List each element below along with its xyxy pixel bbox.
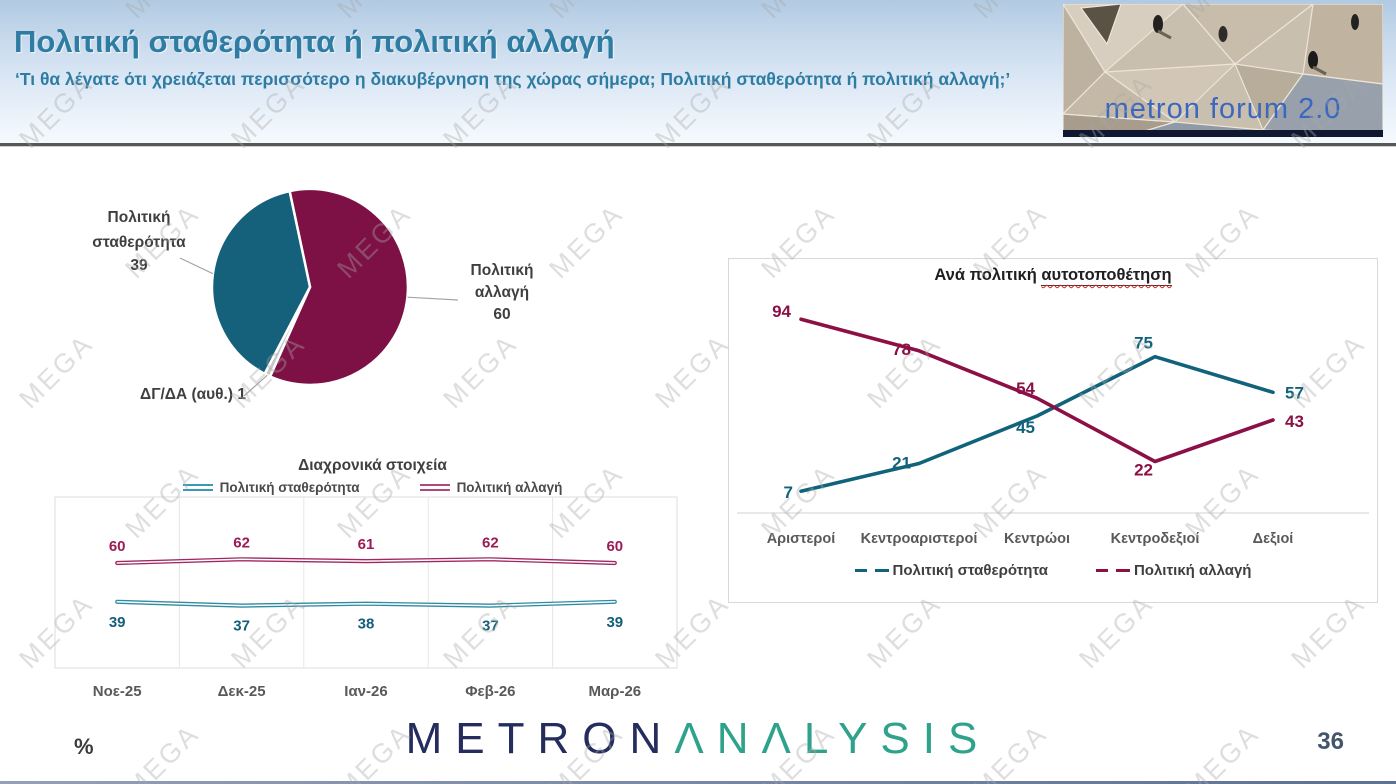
data-label: 45 [1016,418,1035,437]
pie-chart: Πολιτική αλλαγή 60 ΔΓ/ΔΑ (αυθ.) 1 Πολιτική στ… [60,160,680,452]
data-label: 21 [892,453,911,472]
data-label: 43 [1285,412,1304,431]
legend-item: Πολιτική αλλαγή [419,480,563,495]
legend-item: Πολιτική αλλαγή [1095,562,1252,579]
legend-item: Πολιτική σταθερότητα [182,480,360,495]
x-axis-label: Μαρ-26 [588,683,641,700]
page-title: Πολιτική σταθερότητα ή πολιτική αλλαγή [14,24,615,59]
series-line [799,317,1275,464]
pie-leader-line [243,374,268,397]
series-line-highlight [116,601,616,607]
data-label: 39 [109,614,126,631]
series-line [799,354,1275,493]
timeline-chart-title: Διαχρονικά στοιχεία [298,457,447,474]
metron-forum-logo-image: metron forum 2.0 [1061,1,1384,138]
legend-label: Πολιτική αλλαγή [1133,562,1252,579]
page-number: 36 [1317,728,1344,755]
legend-line-icon [419,484,450,491]
pie-leader-line [407,296,459,301]
pie-data-label: Πολιτική [108,209,171,226]
category-label: Κεντροαριστεροί [861,531,978,547]
data-label: 61 [358,536,375,553]
metron-forum-logo: metron forum 2.0 [1061,1,1384,138]
percent-label: % [74,734,94,759]
data-label: 22 [1134,461,1153,480]
pie-data-label: αλλαγή [475,284,529,301]
positioning-title-prefix: Ανά πολιτική [934,266,1042,284]
x-axis-label: Νοε-25 [93,683,142,700]
category-label: Δεξιοί [1253,531,1294,547]
legend-dash-icon [854,568,889,573]
positioning-title-underlined: αυτοτοποθέτηση [1041,266,1172,286]
plot-border [54,496,678,669]
data-label: 62 [482,534,499,551]
pie-chart-svg: Πολιτική αλλαγή 60 ΔΓ/ΔΑ (αυθ.) 1 Πολιτική στ… [92,187,534,403]
positioning-chart-svg: 7 21 45 75 57 94 78 54 22 43 Αριστεροί Κεντροαριστε… [737,302,1369,547]
category-label: Κεντρώοι [1004,531,1070,547]
pie-data-label: ΔΓ/ΔΑ (αυθ.) 1 [140,386,246,403]
legend-dash-icon [1095,568,1130,573]
x-axis-label: Ιαν-26 [344,683,387,700]
pie-leader-line [179,257,214,275]
pedestrian-figures-icon [1153,14,1359,76]
positioning-chart-title: Ανά πολιτική αυτοτοποθέτηση [729,266,1377,286]
data-label: 37 [482,618,499,635]
timeline-chart-svg: 39 37 38 37 39 60 62 61 62 60 Νοε-25 Δεκ-25 Ιαν-26 Φε… [54,496,678,700]
bottom-edge-strip [0,781,1396,784]
watermark-text: MEGA [1391,458,1396,545]
legend-label: Πολιτική σταθερότητα [219,480,360,495]
x-axis-label: Δεκ-25 [218,683,266,700]
category-label: Αριστεροί [767,531,836,547]
timeline-chart: 39 37 38 37 39 60 62 61 62 60 Νοε-25 Δεκ-25 Ιαν-26 Φε… [50,455,695,705]
pie-data-label: 39 [130,257,148,274]
logo-text: metron forum 2.0 [1105,93,1342,125]
brand-analysis-text: ΛNΛLYSIS [674,714,991,763]
timeline-legend: Πολιτική σταθερότητα Πολιτική αλλαγή [50,480,695,495]
pie-data-label: 60 [493,306,510,323]
watermark-text: MEGA [1391,198,1396,285]
positioning-chart: Ανά πολιτική αυτοτοποθέτηση 7 21 45 75 57 94 7… [728,258,1378,603]
pie-data-label: Πολιτική [471,262,534,279]
data-label: 39 [606,614,623,631]
legend-label: Πολιτική αλλαγή [456,480,563,495]
data-label: 75 [1134,334,1153,353]
positioning-legend: Πολιτική σταθερότητα Πολιτική αλλαγή [729,562,1377,579]
brand-metron-text: METRON [405,714,675,763]
data-label: 62 [233,534,250,551]
data-label: 57 [1285,383,1304,402]
metron-analysis-logo: METRONΛNΛLYSIS [0,714,1396,764]
x-axis-label: Φεβ-26 [465,683,515,700]
pie-slice [268,187,410,387]
series-line-highlight [116,558,616,564]
pie-data-label: σταθερότητα [92,234,186,251]
data-label: 94 [772,302,791,321]
data-label: 54 [1016,379,1035,398]
legend-item: Πολιτική σταθερότητα [854,562,1048,579]
category-label: Κεντροδεξιοί [1111,531,1200,547]
data-label: 7 [784,483,793,502]
legend-line-icon [182,484,213,491]
data-label: 60 [109,538,126,555]
header-divider [0,143,1396,147]
data-label: 38 [358,616,375,633]
data-label: 37 [233,618,250,635]
page-subtitle: ‘Τι θα λέγατε ότι χρειάζεται περισσότερο… [15,69,1011,89]
legend-label: Πολιτική σταθερότητα [892,562,1048,579]
data-label: 78 [892,340,911,359]
data-label: 60 [606,538,623,555]
